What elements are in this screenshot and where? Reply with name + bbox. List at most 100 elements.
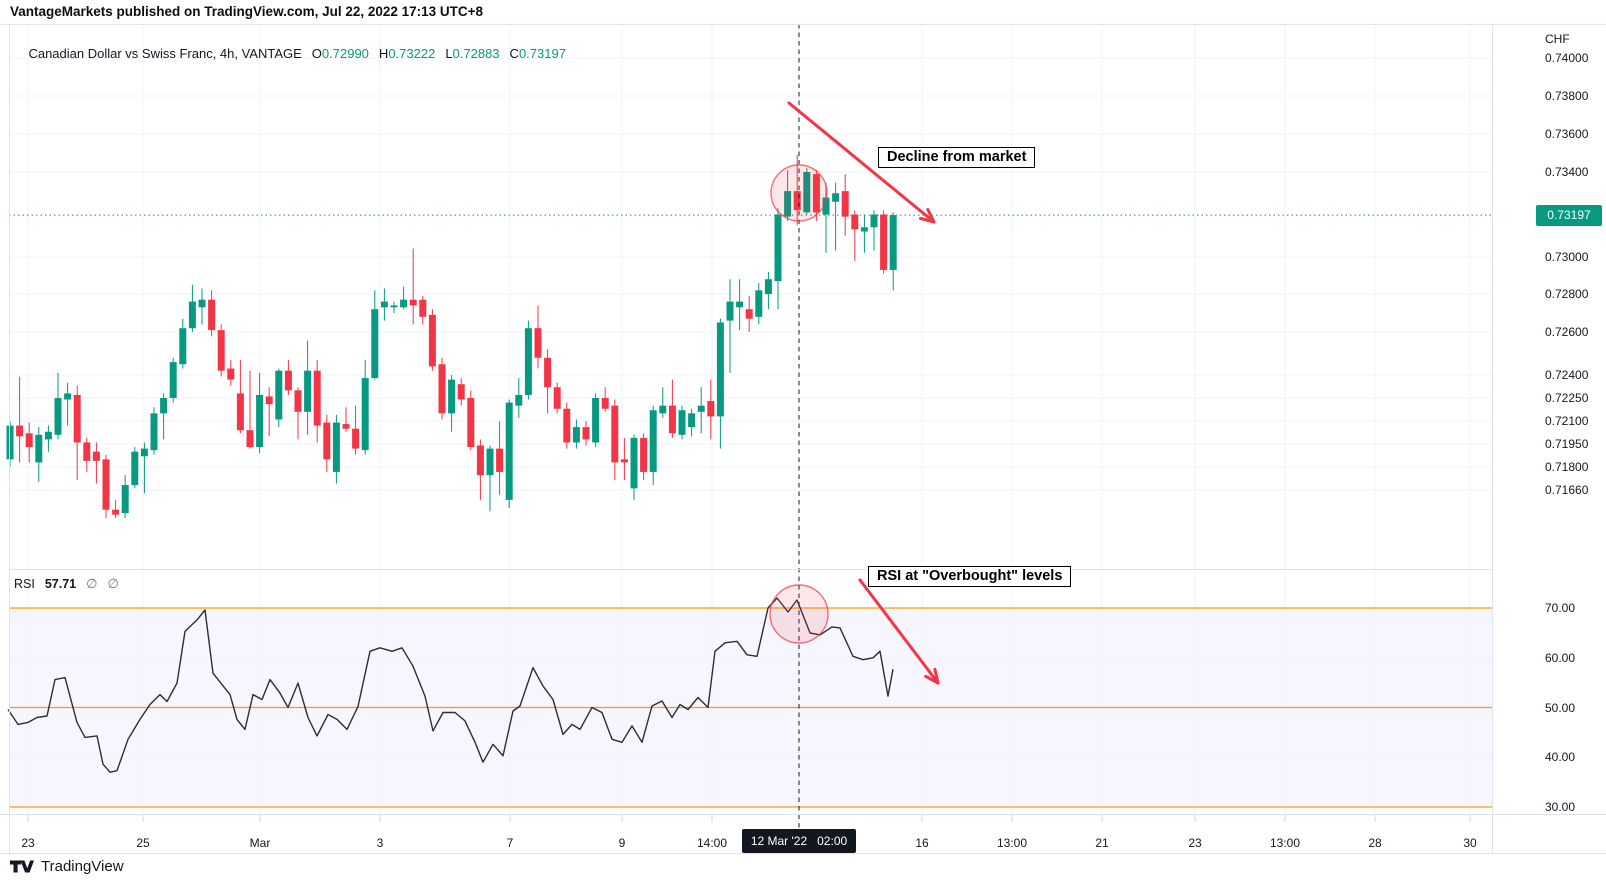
- candle-body: [563, 408, 571, 443]
- candle-body: [851, 214, 859, 230]
- annotation-arrowhead: [918, 216, 936, 224]
- candle-body: [496, 448, 504, 472]
- decline-annotation-box[interactable]: Decline from market: [878, 147, 1036, 168]
- candle-body: [659, 405, 667, 414]
- candle-body: [649, 410, 657, 472]
- ohlc-open-key: O: [311, 46, 322, 61]
- price-tick-label: 0.74000: [1545, 51, 1589, 65]
- candle-body: [54, 398, 62, 435]
- candle-body: [755, 290, 763, 317]
- last-price-badge: 0.73197: [1536, 204, 1602, 226]
- rsi-tick-label: 50.00: [1545, 700, 1576, 715]
- tradingview-brand-text: TradingView: [41, 858, 124, 875]
- candle-body: [131, 451, 139, 486]
- candle-body: [400, 299, 408, 308]
- candle-body: [467, 398, 475, 448]
- candle-body: [380, 301, 388, 308]
- candle-body: [236, 393, 244, 431]
- candle-body: [486, 448, 494, 476]
- candle-body: [188, 301, 196, 329]
- price-axis-border[interactable]: [1492, 24, 1493, 853]
- candle-body: [409, 299, 417, 306]
- candle-body: [112, 509, 120, 515]
- candle-body: [784, 191, 792, 217]
- ohlc-low-key: L: [445, 46, 453, 61]
- annotation-arrow[interactable]: [858, 578, 940, 685]
- price-tick-label: 0.72400: [1545, 368, 1589, 382]
- price-tick-label: 0.72800: [1545, 287, 1589, 301]
- time-tick-label: 16: [915, 836, 929, 850]
- candle-body: [304, 370, 312, 412]
- time-tick-label: 21: [1095, 836, 1109, 850]
- rsi-value: 57.71: [44, 577, 77, 591]
- candle-body: [121, 485, 129, 513]
- candle-body: [515, 394, 523, 406]
- tradingview-logo[interactable]: TradingView: [10, 858, 124, 875]
- candle-body: [361, 378, 369, 451]
- candle-body: [880, 214, 888, 270]
- time-tick-label: 23: [21, 836, 35, 850]
- candle-body: [140, 448, 148, 457]
- candle-body: [822, 197, 830, 215]
- overbought-annotation-box[interactable]: RSI at "Overbought" levels: [868, 566, 1072, 587]
- candle-body: [841, 191, 849, 217]
- time-tick-label: 7: [506, 836, 514, 850]
- candle-body: [92, 451, 100, 461]
- time-axis-border: [0, 814, 1606, 815]
- symbol-legend[interactable]: Canadian Dollar vs Swiss Franc, 4h, VANT…: [14, 31, 566, 76]
- axis-bottom-border: [0, 853, 1606, 854]
- time-tick-label: Mar: [249, 836, 271, 850]
- candle-body: [342, 424, 350, 429]
- candle-body: [179, 328, 187, 365]
- candle-body: [160, 398, 168, 414]
- rsi-source-hidden-icon[interactable]: ∅: [86, 576, 98, 591]
- rsi-indicator-legend[interactable]: RSI 57.71 ∅ ∅: [14, 576, 119, 592]
- time-tick-label: 14:00: [696, 836, 728, 850]
- candle-body: [428, 314, 436, 367]
- rsi-tick-label: 40.00: [1545, 750, 1576, 765]
- candle-body: [64, 393, 72, 400]
- candle-body: [505, 402, 513, 500]
- candle-body: [582, 427, 590, 440]
- candle-body: [371, 309, 379, 379]
- candle-body: [169, 362, 177, 398]
- candle-body: [73, 394, 81, 443]
- highlight-circle[interactable]: [769, 584, 829, 644]
- price-tick-label: 0.72250: [1545, 391, 1589, 405]
- symbol-title[interactable]: Canadian Dollar vs Swiss Franc, 4h, VANT…: [28, 46, 302, 61]
- candle-body: [25, 433, 33, 448]
- candle-body: [217, 330, 225, 371]
- candle-body: [764, 279, 772, 294]
- pane-divider[interactable]: [9, 569, 1492, 570]
- ohlc-low-value: 0.72883: [452, 46, 500, 61]
- price-axis-currency-label: CHF: [1545, 32, 1570, 46]
- candle-body: [275, 370, 283, 420]
- chart-left-border: [9, 24, 10, 853]
- highlight-circle[interactable]: [770, 164, 828, 222]
- candle-body: [534, 328, 542, 358]
- candle-body: [150, 413, 158, 451]
- price-tick-label: 0.73400: [1545, 165, 1589, 179]
- annotation-arrowhead: [926, 207, 936, 224]
- candle-body: [697, 405, 705, 412]
- price-tick-label: 0.72100: [1545, 414, 1589, 428]
- candle-body: [419, 299, 427, 317]
- time-tick-label: 13:00: [1269, 836, 1301, 850]
- ohlc-high-key: H: [378, 46, 389, 61]
- ohlc-close-value: 0.73197: [518, 46, 566, 61]
- rsi-title: RSI: [14, 577, 35, 591]
- candle-body: [390, 305, 398, 308]
- candle-body: [457, 384, 465, 400]
- tradingview-logo-icon: [10, 860, 34, 873]
- time-tick-label: 13:00: [996, 836, 1028, 850]
- annotation-arrow[interactable]: [787, 101, 936, 224]
- candle-body: [524, 328, 532, 395]
- published-attribution: VantageMarkets published on TradingView.…: [10, 4, 484, 19]
- candle-body: [640, 437, 648, 472]
- candle-body: [35, 434, 43, 463]
- candle-body: [620, 459, 628, 463]
- rsi-source-hidden-icon[interactable]: ∅: [107, 576, 119, 591]
- candle-body: [803, 172, 811, 213]
